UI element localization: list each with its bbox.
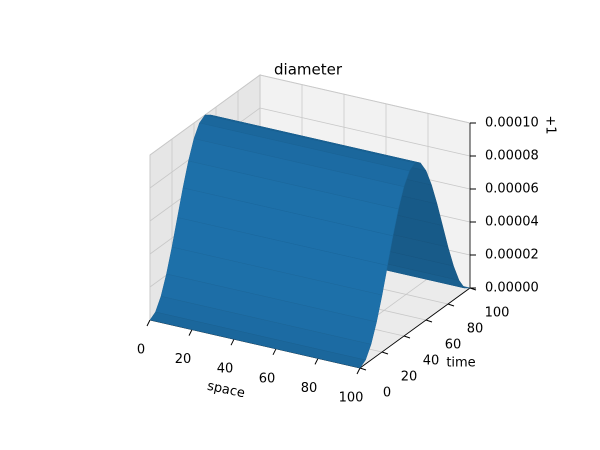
y-tick — [447, 303, 455, 307]
y-tick — [425, 319, 433, 323]
z-tick-label: 0.00000 — [485, 281, 539, 296]
chart-title: diameter — [274, 61, 343, 79]
y-tick-label: 80 — [467, 322, 484, 337]
offset-text: +1 — [543, 115, 558, 134]
surface-strip — [149, 311, 366, 369]
y-tick — [403, 335, 411, 339]
z-tick-label: 0.00008 — [485, 149, 539, 164]
x-axis-label: space — [206, 379, 246, 402]
z-tick-label: 0.00002 — [485, 248, 539, 263]
x-tick — [314, 358, 319, 365]
y-tick-label: 20 — [401, 370, 418, 385]
x-tick — [230, 338, 235, 346]
y-tick — [359, 367, 367, 371]
y-axis-line — [359, 287, 471, 369]
x-tick — [356, 367, 361, 375]
grid-line — [259, 74, 471, 124]
x-tick — [188, 329, 193, 336]
y-tick-label: 60 — [445, 338, 462, 353]
x-tick-label: 20 — [175, 352, 192, 367]
grid-line — [259, 107, 471, 157]
x-tick — [146, 319, 151, 327]
y-tick-label: 40 — [423, 354, 440, 369]
x-tick-label: 0 — [137, 343, 145, 358]
x-tick-label: 100 — [339, 391, 364, 406]
z-tick-label: 0.00010 — [485, 116, 539, 131]
x-tick-label: 60 — [259, 371, 276, 386]
y-tick-label: 100 — [485, 306, 510, 321]
x-tick-label: 80 — [301, 381, 318, 396]
y-tick — [381, 351, 389, 355]
y-axis-label: time — [446, 356, 475, 371]
x-tick — [272, 348, 277, 356]
y-tick-label: 0 — [383, 386, 391, 401]
z-tick-label: 0.00004 — [485, 215, 539, 230]
x-tick-label: 40 — [217, 362, 234, 377]
z-tick-label: 0.00006 — [485, 182, 539, 197]
